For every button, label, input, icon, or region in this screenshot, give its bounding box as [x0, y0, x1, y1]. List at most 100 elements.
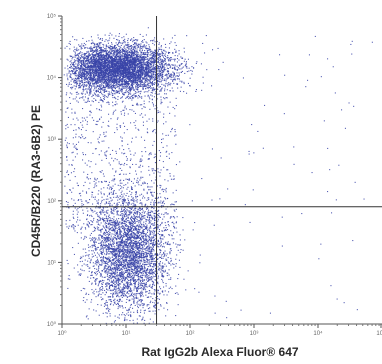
event-point	[165, 64, 167, 66]
event-point	[134, 81, 136, 83]
event-point	[152, 67, 154, 69]
event-point	[129, 87, 131, 89]
event-point	[140, 80, 142, 82]
event-point	[151, 62, 153, 64]
event-point	[141, 41, 143, 43]
event-point	[142, 61, 144, 63]
event-point	[137, 60, 139, 62]
event-point	[148, 87, 150, 89]
event-point	[121, 62, 123, 64]
event-point	[127, 46, 129, 48]
event-point	[155, 72, 157, 74]
event-point	[111, 45, 113, 47]
event-point	[142, 87, 144, 89]
event-point	[184, 65, 186, 67]
event-point	[133, 83, 135, 85]
event-point	[99, 87, 101, 89]
event-point	[105, 83, 107, 85]
event-point	[104, 59, 106, 61]
event-point	[111, 57, 113, 59]
event-point	[108, 81, 110, 83]
event-point	[129, 86, 131, 88]
event-point	[126, 81, 128, 83]
event-point	[153, 60, 155, 62]
event-point	[131, 60, 133, 62]
event-point	[85, 60, 87, 62]
event-point	[143, 60, 145, 62]
event-point	[74, 51, 76, 53]
event-point	[157, 74, 159, 76]
event-point	[137, 45, 139, 47]
event-point	[76, 58, 78, 60]
event-point	[122, 56, 124, 58]
event-point	[81, 78, 83, 80]
event-point	[179, 80, 181, 82]
event-point	[97, 62, 99, 64]
event-point	[157, 53, 159, 55]
event-point	[84, 73, 86, 75]
event-point	[133, 110, 135, 112]
event-point	[130, 80, 132, 82]
event-point	[98, 62, 100, 64]
event-point	[104, 96, 106, 98]
event-point	[113, 37, 115, 39]
event-point	[137, 75, 139, 77]
event-point	[139, 65, 141, 67]
event-point	[83, 56, 85, 58]
event-point	[98, 79, 100, 81]
event-point	[135, 55, 137, 57]
event-point	[74, 39, 76, 41]
event-point	[97, 52, 99, 54]
event-point	[130, 39, 132, 41]
event-point	[102, 80, 104, 82]
event-point	[113, 58, 115, 60]
event-point	[115, 61, 117, 63]
event-point	[110, 58, 112, 60]
event-point	[90, 59, 92, 61]
event-point	[134, 76, 136, 78]
event-point	[160, 64, 162, 66]
event-point	[134, 42, 136, 44]
event-point	[130, 62, 132, 64]
event-point	[141, 62, 143, 64]
event-point	[103, 73, 105, 75]
event-point	[122, 63, 124, 65]
event-point	[140, 43, 142, 45]
event-point	[122, 53, 124, 55]
event-point	[111, 52, 113, 54]
event-point	[145, 70, 147, 72]
event-point	[108, 83, 110, 85]
event-point	[119, 51, 121, 53]
event-point	[131, 53, 133, 55]
event-point	[128, 59, 130, 61]
event-point	[80, 85, 82, 87]
event-point	[86, 67, 88, 69]
event-point	[129, 88, 131, 90]
event-point	[122, 86, 124, 88]
event-point	[104, 60, 106, 62]
event-point	[133, 51, 135, 53]
event-point	[84, 63, 86, 65]
event-point	[86, 90, 88, 92]
event-point	[126, 43, 128, 45]
event-point	[103, 70, 105, 72]
event-point	[104, 75, 106, 77]
event-point	[165, 69, 167, 71]
event-point	[102, 69, 104, 71]
event-point	[131, 79, 133, 81]
event-point	[102, 62, 104, 64]
event-point	[110, 53, 112, 55]
event-point	[66, 92, 68, 94]
event-point	[96, 71, 98, 73]
event-point	[76, 49, 78, 51]
event-point	[98, 72, 100, 74]
event-point	[106, 52, 108, 54]
event-point	[140, 66, 142, 68]
event-point	[118, 84, 120, 86]
event-point	[78, 68, 80, 70]
event-point	[97, 55, 99, 57]
event-point	[133, 89, 135, 91]
event-point	[122, 48, 124, 50]
event-point	[126, 55, 128, 57]
